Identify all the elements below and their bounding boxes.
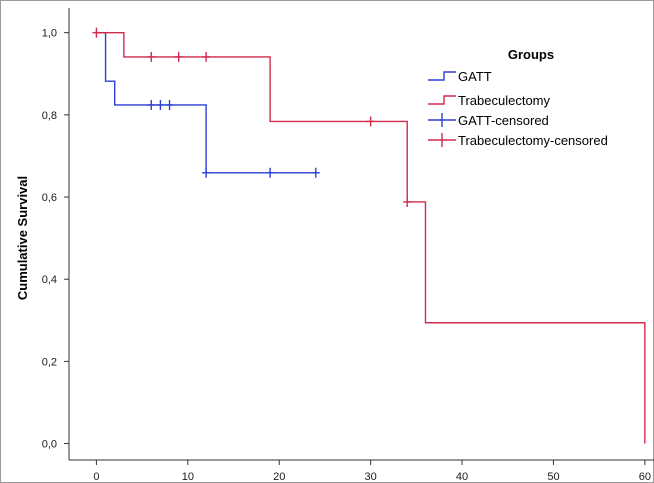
- series-line-gatt: [96, 31, 316, 174]
- legend-swatch-step: [428, 95, 456, 105]
- censor-mark-trabeculectomy: [403, 196, 412, 207]
- y-tick-label: 0,2: [42, 356, 57, 368]
- x-tick-label: 50: [547, 471, 559, 483]
- censor-mark-gatt: [165, 99, 174, 110]
- x-tick-label: 60: [639, 471, 651, 483]
- x-tick-label: 10: [182, 471, 194, 483]
- y-tick-label: 0,4: [42, 274, 57, 286]
- censor-mark-gatt: [202, 167, 211, 178]
- legend-item-trabeculectomy: Trabeculectomy: [428, 93, 550, 108]
- legend-item-gatt: GATT: [428, 69, 492, 84]
- x-tick-label: 0: [93, 471, 99, 483]
- axes: [64, 8, 654, 465]
- censor-mark-gatt: [147, 99, 156, 110]
- legend-label: GATT: [458, 69, 492, 84]
- x-tick-label: 40: [456, 471, 468, 483]
- legend-item-trabeculectomy-censored: Trabeculectomy-censored: [428, 133, 608, 148]
- censor-mark-gatt: [156, 99, 165, 110]
- censor-mark-trabeculectomy: [92, 27, 101, 38]
- series-layer: [92, 27, 646, 444]
- y-tick-label: 0,8: [42, 110, 57, 122]
- legend-swatch-step: [428, 71, 456, 81]
- y-axis-title: Cumulative Survival: [15, 176, 30, 300]
- y-tick-labels: 0,0 0,2 0,4 0,6 0,8 1,0: [42, 28, 57, 451]
- censor-mark-gatt: [311, 167, 320, 178]
- y-tick-label: 0,6: [42, 192, 57, 204]
- legend-label: Trabeculectomy: [458, 93, 550, 108]
- legend-label: Trabeculectomy-censored: [458, 133, 608, 148]
- censor-mark-trabeculectomy: [147, 51, 156, 62]
- x-tick-label: 30: [365, 471, 377, 483]
- y-tick-label: 1,0: [42, 28, 57, 40]
- x-tick-labels: 0 10 20 30 40 50 60: [93, 471, 651, 483]
- x-tick-label: 20: [273, 471, 285, 483]
- censor-mark-gatt: [266, 167, 275, 178]
- series-line-trabeculectomy: [96, 31, 646, 444]
- y-tick-label: 0,0: [42, 439, 57, 451]
- legend: Groups GATT Trabeculectomy GATT-censored Tr…: [428, 47, 608, 148]
- legend-item-gatt-censored: GATT-censored: [428, 113, 549, 128]
- censor-mark-trabeculectomy: [174, 51, 183, 62]
- censor-mark-trabeculectomy: [366, 116, 375, 127]
- censor-mark-trabeculectomy: [202, 51, 211, 62]
- legend-title: Groups: [508, 47, 554, 62]
- legend-label: GATT-censored: [458, 113, 549, 128]
